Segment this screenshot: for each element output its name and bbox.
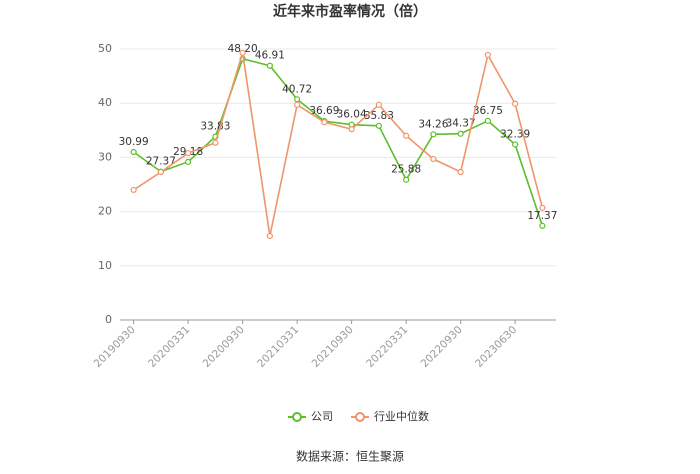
- y-tick-label: 0: [105, 313, 112, 326]
- data-label: 36.04: [337, 109, 367, 121]
- y-tick-label: 20: [98, 205, 112, 218]
- data-label: 32.39: [500, 128, 530, 140]
- data-label: 46.91: [255, 50, 285, 62]
- point: [430, 155, 437, 163]
- data-label: 34.37: [446, 118, 476, 130]
- x-tick-label: 20190930: [92, 324, 138, 370]
- data-label: 33.83: [200, 121, 230, 133]
- x-tick-label: 20210930: [310, 324, 356, 370]
- point: [512, 100, 519, 107]
- point: [294, 101, 301, 108]
- point: [375, 122, 382, 129]
- source-note: 数据来源：恒生聚源: [296, 449, 404, 464]
- point: [321, 119, 328, 126]
- legend-marker: [292, 412, 302, 422]
- point: [185, 149, 192, 157]
- legend-marker: [355, 412, 365, 422]
- x-tick-label: 20200331: [146, 324, 192, 370]
- point: [294, 96, 301, 103]
- point: [484, 117, 491, 124]
- data-label: 36.75: [473, 105, 503, 117]
- data-label: 48.20: [228, 43, 258, 55]
- x-tick-label: 20230630: [473, 324, 519, 370]
- data-label: 36.69: [309, 105, 339, 117]
- y-tick-label: 10: [98, 259, 112, 272]
- x-tick-label: 20210331: [255, 324, 301, 370]
- point: [457, 130, 464, 137]
- y-tick-label: 50: [98, 42, 112, 55]
- point: [348, 126, 355, 133]
- data-label: 34.26: [418, 118, 448, 130]
- data-label: 30.99: [119, 136, 149, 148]
- point: [239, 49, 246, 56]
- data-label: 17.37: [527, 210, 557, 222]
- point: [430, 131, 437, 138]
- y-tick-label: 40: [98, 96, 112, 109]
- point: [157, 168, 164, 176]
- point: [130, 148, 137, 156]
- point: [457, 168, 464, 176]
- data-label: 25.88: [391, 164, 421, 176]
- point: [403, 132, 410, 139]
- point: [375, 101, 382, 108]
- point: [185, 158, 192, 165]
- chart-title: 近年来市盈率情况（倍）: [273, 3, 427, 20]
- point: [512, 141, 519, 148]
- point: [484, 51, 491, 59]
- data-label: 27.37: [146, 156, 176, 168]
- point: [539, 204, 546, 211]
- legend-label: 行业中位数: [374, 409, 429, 423]
- legend-label: 公司: [311, 410, 333, 423]
- x-tick-label: 20220930: [419, 324, 465, 370]
- point: [403, 176, 410, 183]
- series-line: [133, 57, 544, 227]
- point: [130, 186, 137, 194]
- data-label: 40.72: [282, 83, 312, 95]
- series-line: [133, 52, 544, 237]
- point: [266, 62, 273, 69]
- x-tick-label: 20220331: [364, 324, 410, 370]
- x-tick-label: 20200930: [201, 324, 247, 370]
- point: [266, 232, 273, 240]
- point: [539, 222, 546, 229]
- point: [212, 139, 219, 146]
- y-tick-label: 30: [98, 150, 112, 163]
